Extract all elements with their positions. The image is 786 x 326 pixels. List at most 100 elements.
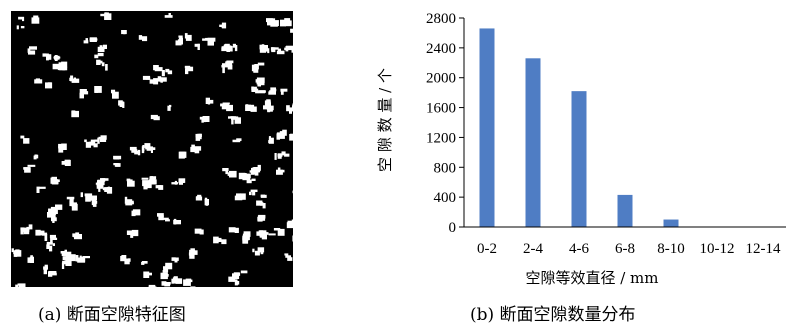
void-pixel	[83, 40, 89, 44]
void-pixel	[142, 145, 145, 152]
y-tick-label: 2000	[426, 71, 456, 87]
void-pixel	[93, 143, 98, 148]
void-pixel	[75, 255, 79, 262]
void-pixel	[20, 135, 25, 139]
void-pixel	[178, 178, 186, 183]
bar	[617, 194, 633, 227]
x-tick-label: 6-8	[615, 241, 635, 257]
y-tick-label: 2800	[426, 11, 456, 27]
void-pixel	[55, 204, 63, 210]
void-pixel	[24, 167, 31, 173]
void-pixel	[244, 173, 251, 179]
void-pixel	[282, 20, 287, 26]
void-pixel	[44, 264, 48, 268]
void-pixel	[249, 191, 252, 196]
void-pixel	[270, 21, 278, 27]
void-pixel	[50, 237, 53, 245]
void-pixel	[226, 47, 232, 51]
void-pixel	[207, 39, 214, 46]
void-pixel	[222, 63, 226, 67]
void-pixel	[165, 219, 170, 222]
void-pixel	[252, 190, 256, 196]
void-pixel	[47, 212, 53, 218]
void-pixel	[289, 134, 293, 141]
void-pixel	[85, 141, 91, 148]
void-pixel	[89, 37, 97, 42]
void-pixel	[69, 197, 74, 205]
void-pixel	[127, 180, 135, 187]
void-pixel	[240, 270, 248, 274]
void-pixel	[158, 215, 164, 221]
void-pixel	[290, 28, 293, 33]
void-pixel	[280, 88, 288, 92]
void-pixel	[120, 256, 126, 262]
void-pixel	[84, 139, 87, 143]
bar	[571, 91, 587, 228]
void-pixel	[135, 210, 140, 213]
void-pixel	[289, 46, 293, 49]
void-pixel	[41, 233, 47, 236]
void-pixel	[84, 193, 93, 197]
void-pixel	[105, 64, 108, 71]
void-pixel	[179, 180, 183, 185]
void-pixel	[281, 151, 286, 156]
void-pixel	[262, 203, 266, 209]
void-pixel	[165, 262, 173, 270]
void-pixel	[33, 155, 37, 160]
void-pixel	[94, 139, 98, 142]
void-pixel	[254, 250, 260, 256]
void-pixel	[222, 168, 229, 172]
void-pixel	[174, 180, 177, 185]
void-pixel	[119, 102, 123, 107]
void-pixel	[213, 236, 219, 244]
void-pixel	[274, 153, 277, 160]
void-pixel	[141, 177, 149, 180]
void-pixel	[75, 232, 80, 238]
void-pixel	[280, 90, 284, 95]
void-pixel	[284, 153, 290, 157]
void-pixel	[245, 104, 251, 111]
void-pixel	[128, 202, 134, 205]
void-pixel	[171, 278, 175, 284]
void-pixel	[257, 201, 263, 205]
void-pixel	[61, 161, 66, 165]
void-pixel	[242, 238, 249, 244]
void-pixel	[16, 25, 19, 30]
void-pixel	[258, 230, 263, 233]
void-pixel	[193, 146, 202, 151]
void-pixel	[171, 182, 179, 185]
y-tick-label: 0	[449, 220, 457, 236]
void-pixel	[199, 229, 204, 235]
void-pixel	[101, 62, 105, 67]
void-pixel	[175, 278, 183, 284]
void-pixel	[282, 129, 287, 136]
void-pixel	[58, 145, 64, 153]
void-pixel	[20, 26, 25, 29]
void-pixel	[23, 227, 30, 235]
y-axis: 0 400 800 1200 1600 2000 2400 2800	[426, 11, 465, 236]
void-pixel	[243, 231, 251, 237]
void-pixel	[173, 218, 177, 225]
void-pixel	[138, 35, 143, 40]
void-pixel	[90, 139, 96, 145]
void-pixel	[149, 176, 156, 184]
void-pixel	[153, 116, 160, 121]
void-pixel	[82, 256, 90, 259]
void-pixel	[254, 64, 259, 70]
void-pixel	[260, 249, 264, 255]
void-pixel	[207, 37, 216, 42]
void-pixel	[267, 48, 270, 54]
void-pixel	[268, 137, 274, 144]
void-pixel	[195, 136, 201, 141]
void-pixel	[35, 78, 40, 83]
void-pixel	[52, 243, 55, 246]
void-pixel	[111, 89, 116, 94]
void-pixel	[106, 12, 109, 19]
void-pixel	[190, 146, 196, 153]
void-pixel	[46, 244, 50, 249]
void-pixel	[257, 90, 265, 94]
void-pixel	[270, 87, 276, 93]
void-pixel	[161, 70, 165, 77]
void-pixel	[64, 159, 71, 166]
void-pixel	[268, 136, 271, 141]
